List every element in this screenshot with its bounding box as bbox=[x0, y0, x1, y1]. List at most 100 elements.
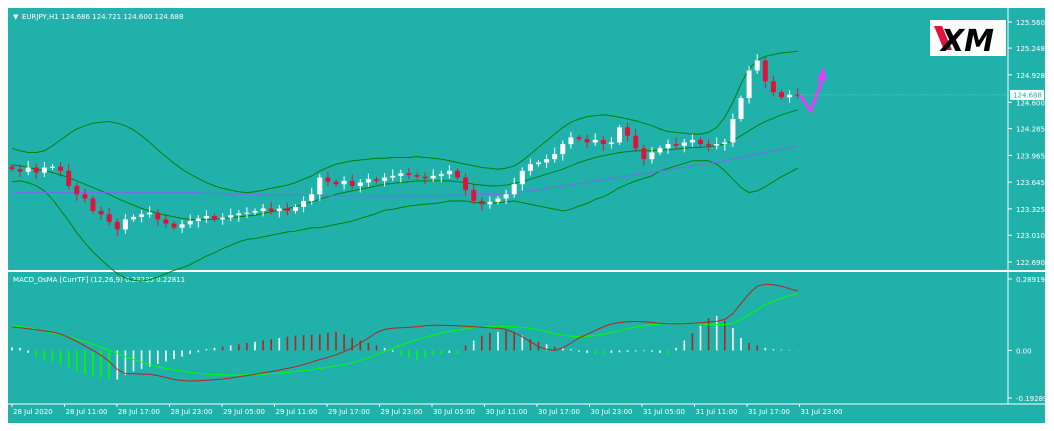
candle bbox=[66, 164, 72, 190]
forecast-arrow bbox=[798, 66, 827, 114]
candle bbox=[600, 136, 606, 151]
candle bbox=[41, 161, 47, 178]
candle bbox=[446, 165, 452, 179]
candle bbox=[495, 195, 501, 205]
macd-line bbox=[11, 283, 798, 382]
candle bbox=[414, 172, 420, 180]
candle bbox=[487, 196, 493, 209]
price-tick-label: 123.010 bbox=[1016, 232, 1045, 240]
candle bbox=[365, 173, 371, 188]
candle bbox=[665, 139, 671, 154]
candle bbox=[106, 207, 112, 226]
candle bbox=[552, 147, 558, 163]
candle bbox=[203, 210, 209, 224]
candle bbox=[155, 209, 161, 226]
candle bbox=[657, 145, 663, 155]
candle bbox=[560, 140, 566, 161]
candle bbox=[584, 134, 590, 148]
candle bbox=[268, 201, 274, 215]
candle bbox=[17, 164, 23, 178]
bollinger-lower bbox=[11, 160, 798, 282]
candle bbox=[236, 209, 242, 222]
candle bbox=[730, 113, 736, 147]
candle bbox=[527, 158, 533, 176]
candle bbox=[309, 187, 315, 205]
candle bbox=[74, 182, 80, 201]
price-tick-label: 125.560 bbox=[1016, 19, 1045, 27]
macd-tick-label: 0.28919 bbox=[1016, 276, 1045, 284]
time-tick-label: 30 Jul 17:00 bbox=[538, 408, 580, 416]
time-tick-label: 31 Jul 23:00 bbox=[801, 408, 843, 416]
macd-tick-label: 0.00 bbox=[1016, 347, 1032, 355]
time-tick-label: 29 Jul 05:00 bbox=[223, 408, 265, 416]
bollinger-upper bbox=[11, 50, 798, 194]
candle bbox=[722, 138, 728, 151]
candle bbox=[738, 95, 744, 122]
macd-indicator-panel[interactable] bbox=[8, 272, 1045, 404]
candle bbox=[163, 213, 169, 229]
candle bbox=[325, 172, 331, 187]
candle bbox=[220, 213, 226, 225]
time-tick-label: 28 Jul 11:00 bbox=[66, 408, 108, 416]
time-tick-label: 28 Jul 2020 bbox=[13, 408, 53, 416]
candle bbox=[608, 136, 614, 149]
candle bbox=[787, 90, 793, 103]
candle bbox=[762, 56, 768, 88]
price-tick-label: 124.928 bbox=[1016, 72, 1045, 80]
candle bbox=[252, 208, 258, 216]
candle bbox=[228, 208, 234, 222]
time-axis-panel bbox=[8, 404, 1045, 423]
symbol-header: EURJPY,H1 124.686 124.721 124.600 124.68… bbox=[22, 13, 183, 21]
candle bbox=[544, 154, 550, 169]
time-tick-label: 31 Jul 05:00 bbox=[643, 408, 685, 416]
logo-stripe-icon bbox=[934, 26, 952, 50]
macd-lines bbox=[11, 283, 798, 382]
candle bbox=[422, 172, 428, 184]
time-tick-label: 31 Jul 11:00 bbox=[696, 408, 738, 416]
menu-arrow-icon[interactable]: ▼ bbox=[13, 13, 19, 21]
price-tick-label: 125.248 bbox=[1016, 45, 1045, 53]
macd-tick-label: -0.19289 bbox=[1016, 395, 1047, 403]
candle bbox=[349, 174, 355, 190]
current-price-label: 124.688 bbox=[1010, 89, 1044, 100]
candle bbox=[58, 162, 64, 177]
price-tick-label: 123.645 bbox=[1016, 179, 1045, 187]
candle bbox=[714, 137, 720, 150]
time-tick-label: 29 Jul 23:00 bbox=[381, 408, 423, 416]
candle bbox=[260, 203, 266, 217]
candle bbox=[649, 146, 655, 164]
candle bbox=[382, 173, 388, 187]
candle bbox=[633, 129, 639, 152]
candle bbox=[284, 202, 290, 216]
arrow-head-icon bbox=[816, 66, 827, 81]
candle bbox=[698, 137, 703, 147]
candle bbox=[50, 164, 55, 171]
candle bbox=[536, 159, 541, 167]
candle bbox=[244, 207, 250, 219]
candle bbox=[438, 170, 444, 183]
candle bbox=[746, 65, 752, 104]
time-tick-label: 30 Jul 11:00 bbox=[486, 408, 528, 416]
candle bbox=[333, 179, 339, 187]
candle bbox=[463, 173, 469, 196]
candle bbox=[212, 213, 217, 222]
candle bbox=[293, 204, 298, 214]
price-tick-label: 124.285 bbox=[1016, 126, 1045, 134]
candle bbox=[779, 89, 784, 100]
bollinger-bands bbox=[11, 50, 798, 282]
current-price-text: 124.688 bbox=[1013, 91, 1042, 99]
candle bbox=[519, 167, 525, 191]
candle bbox=[195, 215, 201, 228]
candle bbox=[754, 53, 760, 75]
candle bbox=[9, 164, 15, 172]
candle bbox=[576, 134, 582, 142]
candle bbox=[171, 221, 177, 231]
candle bbox=[511, 177, 517, 198]
candle bbox=[122, 213, 128, 234]
time-tick-label: 29 Jul 11:00 bbox=[276, 408, 318, 416]
candle bbox=[592, 133, 598, 146]
time-tick-label: 30 Jul 05:00 bbox=[433, 408, 475, 416]
main-chart-panel[interactable] bbox=[8, 8, 1045, 270]
candle bbox=[641, 144, 647, 166]
